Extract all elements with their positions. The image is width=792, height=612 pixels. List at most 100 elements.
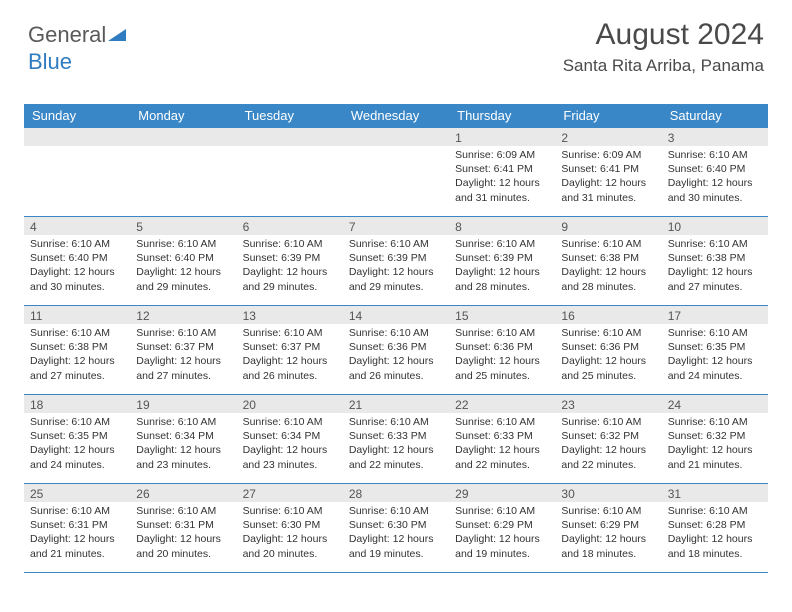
day-body: Sunrise: 6:10 AMSunset: 6:40 PMDaylight:… bbox=[130, 235, 236, 298]
day-cell: 24Sunrise: 6:10 AMSunset: 6:32 PMDayligh… bbox=[662, 395, 768, 483]
daylight-text: Daylight: 12 hours and 27 minutes. bbox=[136, 354, 230, 382]
sunrise-text: Sunrise: 6:10 AM bbox=[455, 237, 549, 251]
sunset-text: Sunset: 6:41 PM bbox=[455, 162, 549, 176]
daylight-text: Daylight: 12 hours and 24 minutes. bbox=[668, 354, 762, 382]
daylight-text: Daylight: 12 hours and 31 minutes. bbox=[561, 176, 655, 204]
day-body: Sunrise: 6:10 AMSunset: 6:39 PMDaylight:… bbox=[343, 235, 449, 298]
daylight-text: Daylight: 12 hours and 27 minutes. bbox=[30, 354, 124, 382]
daylight-text: Daylight: 12 hours and 24 minutes. bbox=[30, 443, 124, 471]
sunset-text: Sunset: 6:30 PM bbox=[243, 518, 337, 532]
day-cell: 30Sunrise: 6:10 AMSunset: 6:29 PMDayligh… bbox=[555, 484, 661, 572]
day-cell: 22Sunrise: 6:10 AMSunset: 6:33 PMDayligh… bbox=[449, 395, 555, 483]
week-row: 4Sunrise: 6:10 AMSunset: 6:40 PMDaylight… bbox=[24, 217, 768, 306]
daylight-text: Daylight: 12 hours and 23 minutes. bbox=[136, 443, 230, 471]
day-cell: 29Sunrise: 6:10 AMSunset: 6:29 PMDayligh… bbox=[449, 484, 555, 572]
day-body: Sunrise: 6:10 AMSunset: 6:28 PMDaylight:… bbox=[662, 502, 768, 565]
sunset-text: Sunset: 6:39 PM bbox=[349, 251, 443, 265]
sunrise-text: Sunrise: 6:10 AM bbox=[561, 237, 655, 251]
daylight-text: Daylight: 12 hours and 30 minutes. bbox=[30, 265, 124, 293]
day-number: 8 bbox=[449, 217, 555, 235]
day-body: Sunrise: 6:10 AMSunset: 6:33 PMDaylight:… bbox=[343, 413, 449, 476]
sunset-text: Sunset: 6:34 PM bbox=[243, 429, 337, 443]
daylight-text: Daylight: 12 hours and 18 minutes. bbox=[668, 532, 762, 560]
sunrise-text: Sunrise: 6:10 AM bbox=[243, 415, 337, 429]
day-number: 20 bbox=[237, 395, 343, 413]
days-of-week-row: Sunday Monday Tuesday Wednesday Thursday… bbox=[24, 104, 768, 128]
daylight-text: Daylight: 12 hours and 28 minutes. bbox=[561, 265, 655, 293]
day-cell: 27Sunrise: 6:10 AMSunset: 6:30 PMDayligh… bbox=[237, 484, 343, 572]
day-body: Sunrise: 6:10 AMSunset: 6:34 PMDaylight:… bbox=[237, 413, 343, 476]
day-number: 16 bbox=[555, 306, 661, 324]
sunrise-text: Sunrise: 6:10 AM bbox=[136, 237, 230, 251]
day-number: 28 bbox=[343, 484, 449, 502]
day-body: Sunrise: 6:10 AMSunset: 6:33 PMDaylight:… bbox=[449, 413, 555, 476]
daylight-text: Daylight: 12 hours and 25 minutes. bbox=[561, 354, 655, 382]
sunset-text: Sunset: 6:31 PM bbox=[136, 518, 230, 532]
day-cell: 31Sunrise: 6:10 AMSunset: 6:28 PMDayligh… bbox=[662, 484, 768, 572]
day-number: 2 bbox=[555, 128, 661, 146]
day-cell: 11Sunrise: 6:10 AMSunset: 6:38 PMDayligh… bbox=[24, 306, 130, 394]
day-cell: 7Sunrise: 6:10 AMSunset: 6:39 PMDaylight… bbox=[343, 217, 449, 305]
day-body: Sunrise: 6:10 AMSunset: 6:31 PMDaylight:… bbox=[24, 502, 130, 565]
day-body: Sunrise: 6:10 AMSunset: 6:37 PMDaylight:… bbox=[237, 324, 343, 387]
day-body: Sunrise: 6:10 AMSunset: 6:29 PMDaylight:… bbox=[449, 502, 555, 565]
sunrise-text: Sunrise: 6:10 AM bbox=[668, 326, 762, 340]
week-row: 25Sunrise: 6:10 AMSunset: 6:31 PMDayligh… bbox=[24, 484, 768, 573]
day-number: 7 bbox=[343, 217, 449, 235]
weeks-container: 1Sunrise: 6:09 AMSunset: 6:41 PMDaylight… bbox=[24, 128, 768, 573]
day-body: Sunrise: 6:10 AMSunset: 6:32 PMDaylight:… bbox=[662, 413, 768, 476]
dow-monday: Monday bbox=[130, 104, 236, 128]
day-number bbox=[130, 128, 236, 146]
day-number: 1 bbox=[449, 128, 555, 146]
daylight-text: Daylight: 12 hours and 19 minutes. bbox=[455, 532, 549, 560]
sunrise-text: Sunrise: 6:10 AM bbox=[30, 504, 124, 518]
sunset-text: Sunset: 6:40 PM bbox=[30, 251, 124, 265]
sunset-text: Sunset: 6:28 PM bbox=[668, 518, 762, 532]
sunset-text: Sunset: 6:36 PM bbox=[561, 340, 655, 354]
day-cell: 18Sunrise: 6:10 AMSunset: 6:35 PMDayligh… bbox=[24, 395, 130, 483]
sunrise-text: Sunrise: 6:10 AM bbox=[243, 237, 337, 251]
sunset-text: Sunset: 6:33 PM bbox=[349, 429, 443, 443]
day-body: Sunrise: 6:10 AMSunset: 6:38 PMDaylight:… bbox=[24, 324, 130, 387]
sunrise-text: Sunrise: 6:10 AM bbox=[30, 237, 124, 251]
day-body: Sunrise: 6:10 AMSunset: 6:31 PMDaylight:… bbox=[130, 502, 236, 565]
day-body: Sunrise: 6:10 AMSunset: 6:36 PMDaylight:… bbox=[449, 324, 555, 387]
day-number: 29 bbox=[449, 484, 555, 502]
day-number: 17 bbox=[662, 306, 768, 324]
day-body: Sunrise: 6:10 AMSunset: 6:35 PMDaylight:… bbox=[24, 413, 130, 476]
daylight-text: Daylight: 12 hours and 23 minutes. bbox=[243, 443, 337, 471]
sunset-text: Sunset: 6:30 PM bbox=[349, 518, 443, 532]
sunset-text: Sunset: 6:38 PM bbox=[30, 340, 124, 354]
day-body: Sunrise: 6:10 AMSunset: 6:38 PMDaylight:… bbox=[555, 235, 661, 298]
daylight-text: Daylight: 12 hours and 29 minutes. bbox=[349, 265, 443, 293]
day-number: 6 bbox=[237, 217, 343, 235]
brand-logo: General Blue bbox=[28, 22, 126, 75]
day-number: 5 bbox=[130, 217, 236, 235]
sunrise-text: Sunrise: 6:10 AM bbox=[243, 504, 337, 518]
sunset-text: Sunset: 6:39 PM bbox=[243, 251, 337, 265]
day-number: 21 bbox=[343, 395, 449, 413]
day-cell: 6Sunrise: 6:10 AMSunset: 6:39 PMDaylight… bbox=[237, 217, 343, 305]
week-row: 11Sunrise: 6:10 AMSunset: 6:38 PMDayligh… bbox=[24, 306, 768, 395]
day-body: Sunrise: 6:10 AMSunset: 6:38 PMDaylight:… bbox=[662, 235, 768, 298]
dow-wednesday: Wednesday bbox=[343, 104, 449, 128]
sunrise-text: Sunrise: 6:10 AM bbox=[136, 326, 230, 340]
sunrise-text: Sunrise: 6:10 AM bbox=[30, 326, 124, 340]
sunrise-text: Sunrise: 6:10 AM bbox=[668, 148, 762, 162]
daylight-text: Daylight: 12 hours and 27 minutes. bbox=[668, 265, 762, 293]
day-body: Sunrise: 6:10 AMSunset: 6:30 PMDaylight:… bbox=[343, 502, 449, 565]
sunset-text: Sunset: 6:37 PM bbox=[136, 340, 230, 354]
day-cell: 19Sunrise: 6:10 AMSunset: 6:34 PMDayligh… bbox=[130, 395, 236, 483]
day-number: 19 bbox=[130, 395, 236, 413]
day-number: 24 bbox=[662, 395, 768, 413]
day-cell: 23Sunrise: 6:10 AMSunset: 6:32 PMDayligh… bbox=[555, 395, 661, 483]
sunset-text: Sunset: 6:32 PM bbox=[668, 429, 762, 443]
sunrise-text: Sunrise: 6:10 AM bbox=[30, 415, 124, 429]
day-number: 18 bbox=[24, 395, 130, 413]
daylight-text: Daylight: 12 hours and 22 minutes. bbox=[349, 443, 443, 471]
day-body: Sunrise: 6:10 AMSunset: 6:35 PMDaylight:… bbox=[662, 324, 768, 387]
day-cell: 9Sunrise: 6:10 AMSunset: 6:38 PMDaylight… bbox=[555, 217, 661, 305]
day-number bbox=[343, 128, 449, 146]
sunset-text: Sunset: 6:37 PM bbox=[243, 340, 337, 354]
day-number: 15 bbox=[449, 306, 555, 324]
